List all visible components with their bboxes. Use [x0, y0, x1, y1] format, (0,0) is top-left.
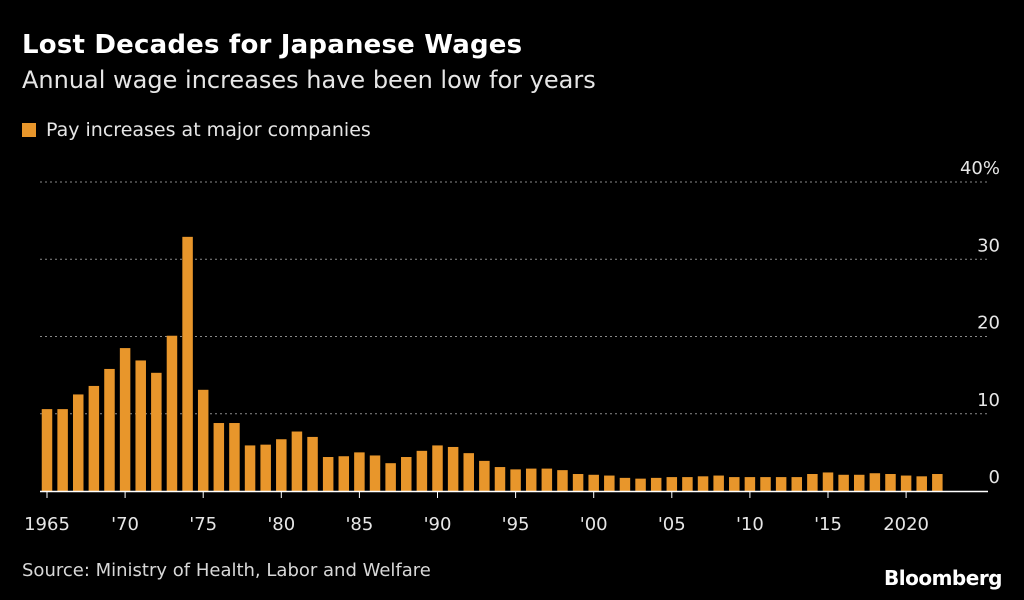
- bars: [41, 236, 943, 491]
- bar: [182, 236, 193, 491]
- bar: [322, 457, 334, 491]
- x-tick-label: '90: [424, 514, 452, 535]
- x-tick-label: '85: [345, 514, 373, 535]
- bar: [104, 368, 115, 491]
- bar: [572, 474, 584, 491]
- gridlines: [40, 181, 988, 415]
- bar: [838, 474, 849, 491]
- y-tick-label: 0: [989, 467, 1000, 488]
- bar: [479, 460, 490, 491]
- bloomberg-logo: Bloomberg: [884, 566, 1002, 590]
- bar: [525, 468, 537, 491]
- x-tick-label: '15: [814, 514, 842, 535]
- bar: [604, 475, 615, 491]
- y-tick-label: 10: [977, 390, 1000, 411]
- bar: [932, 474, 943, 491]
- bar: [197, 389, 209, 491]
- bar: [369, 455, 381, 491]
- bar: [401, 457, 412, 491]
- bar: [463, 453, 474, 491]
- bar: [338, 456, 350, 491]
- bar: [682, 477, 693, 491]
- bar: [307, 436, 318, 491]
- bar: [853, 474, 865, 491]
- bar: [385, 463, 396, 491]
- chart-subtitle: Annual wage increases have been low for …: [22, 66, 596, 94]
- bar: [729, 477, 740, 491]
- bar: [869, 473, 881, 491]
- bar: [697, 476, 709, 491]
- x-tick-label: '95: [502, 514, 530, 535]
- x-tick-label: '00: [580, 514, 608, 535]
- bar: [151, 372, 162, 491]
- x-axis-ticks: 1965 '70 '75 '80 '85 '90 '95 '00 '05 '10 '15 2020: [24, 491, 929, 535]
- bar: [775, 477, 787, 491]
- bar: [510, 469, 521, 491]
- bar: [166, 335, 178, 491]
- bar: [260, 444, 271, 491]
- y-tick-label: 20: [977, 313, 1000, 334]
- legend: Pay increases at major companies: [22, 119, 371, 141]
- bar: [119, 348, 131, 491]
- bar: [635, 478, 646, 491]
- x-tick-label: '80: [267, 514, 295, 535]
- bar: [432, 445, 443, 491]
- bar: [72, 394, 84, 491]
- y-tick-label: 30: [977, 235, 1000, 256]
- bar: [229, 423, 240, 491]
- bar: [588, 474, 599, 491]
- bar: [88, 385, 100, 491]
- bar: [416, 450, 428, 491]
- bar: [541, 468, 553, 491]
- x-tick-label: '10: [736, 514, 764, 535]
- bar: [666, 477, 678, 491]
- bar: [650, 477, 662, 491]
- bar: [885, 474, 896, 491]
- x-tick-label: 1965: [24, 514, 70, 535]
- x-tick-label: 2020: [883, 514, 929, 535]
- bar: [900, 475, 912, 491]
- bar: [135, 360, 146, 491]
- bar: [744, 477, 756, 491]
- bar: [494, 467, 506, 491]
- chart-title: Lost Decades for Japanese Wages: [22, 30, 523, 60]
- legend-swatch: [22, 123, 36, 137]
- legend-label: Pay increases at major companies: [46, 119, 371, 141]
- y-axis-ticks: 40% 30 20 10 0: [960, 158, 1000, 488]
- bar: [557, 470, 568, 491]
- bar: [291, 431, 303, 491]
- bar: [822, 472, 834, 491]
- bar: [791, 477, 803, 491]
- bar: [807, 474, 818, 491]
- x-tick-label: '75: [189, 514, 217, 535]
- bar: [713, 475, 724, 491]
- bar: [760, 477, 771, 491]
- y-tick-label: 40%: [960, 158, 1000, 179]
- bar: [57, 409, 68, 491]
- bar: [916, 476, 927, 491]
- bar: [619, 477, 631, 491]
- x-tick-label: '05: [658, 514, 686, 535]
- bar: [276, 439, 287, 491]
- bar: [447, 446, 459, 491]
- x-tick-label: '70: [111, 514, 139, 535]
- bar: [354, 452, 365, 491]
- bar: [244, 445, 256, 491]
- bar: [41, 409, 53, 491]
- source-note: Source: Ministry of Health, Labor and We…: [22, 560, 431, 581]
- bar: [213, 423, 225, 491]
